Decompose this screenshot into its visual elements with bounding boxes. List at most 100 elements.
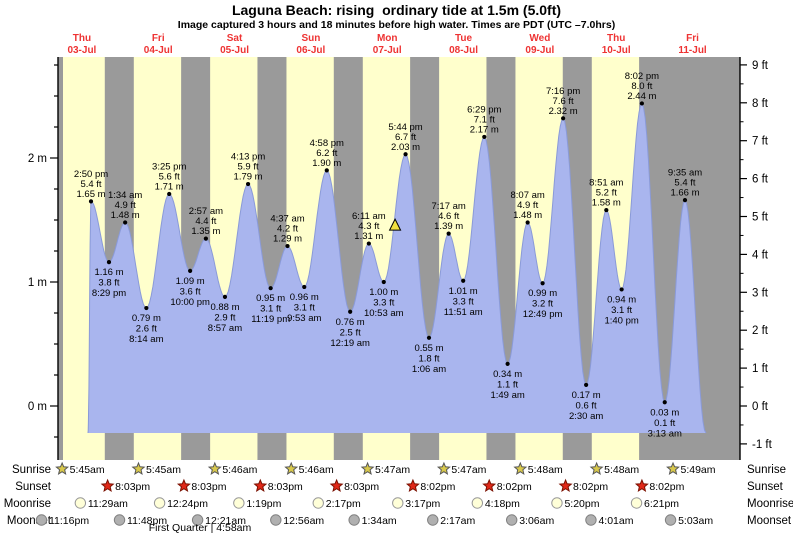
tide-extreme-dot: [144, 305, 149, 311]
tide-extreme-label: 2.03 m: [391, 142, 420, 153]
tide-extreme-label: 2.6 ft: [136, 324, 157, 335]
moonrise-time: 1:19pm: [246, 498, 281, 510]
tide-extreme-label: 0.1 ft: [654, 418, 675, 429]
sunrise-star-icon: [589, 461, 604, 475]
moonset-time: 3:06am: [519, 515, 554, 527]
sunrise-time: 5:47am: [451, 464, 486, 476]
tide-extreme-label: 12:49 pm: [523, 309, 563, 320]
moonset-icon: [427, 514, 439, 526]
day-date-label: 11-Jul: [678, 45, 707, 56]
day-date-label: 03-Jul: [67, 45, 96, 56]
tide-extreme-label: 9:35 am: [668, 168, 702, 179]
tide-extreme-label: 4:13 pm: [231, 152, 265, 163]
tide-extreme-dot: [324, 168, 329, 173]
tide-extreme-label: 0.34 m: [493, 369, 522, 380]
tide-extreme-label: 4:37 am: [270, 214, 304, 225]
moonset-icon: [664, 514, 677, 526]
tide-extreme-label: 1.79 m: [234, 172, 263, 183]
tide-extreme-label: 6.2 ft: [316, 148, 337, 159]
sunset-star-icon: [558, 478, 573, 492]
tide-extreme-label: 1.66 m: [670, 188, 699, 199]
sunrise-time: 5:46am: [299, 464, 334, 476]
tide-extreme-label: 5.6 ft: [159, 171, 180, 182]
left-axis-label: 0 m: [28, 401, 47, 413]
day-of-week-label: Fri: [686, 33, 699, 44]
moonrise-icon: [74, 497, 87, 509]
sunset-star-icon: [482, 478, 497, 492]
tide-extreme-dot: [505, 361, 510, 366]
tide-extreme-dot: [106, 260, 112, 265]
page-title: Laguna Beach: rising ordinary tide at 1.…: [231, 2, 562, 18]
sunrise-row-label-left: Sunrise: [12, 464, 51, 476]
tide-extreme-label: 4.3 ft: [358, 221, 379, 232]
moonrise-time: 4:18pm: [485, 498, 520, 510]
tide-extreme-label: 1.16 m: [94, 267, 123, 278]
tide-extreme-label: 10:53 am: [364, 308, 404, 319]
tide-extreme-label: 1:40 pm: [604, 315, 638, 326]
tide-extreme-dot: [222, 294, 228, 299]
current-tide-marker-icon: [388, 217, 402, 231]
sunrise-time: 5:45am: [146, 464, 181, 476]
moonset-row-label-right: Moonset: [747, 515, 792, 527]
tide-extreme-label: 1.1 ft: [497, 379, 518, 390]
moonset-time: 12:56am: [283, 515, 324, 527]
sunrise-star-icon: [131, 461, 146, 475]
sunrise-row-label-right: Sunrise: [747, 464, 786, 476]
tide-extreme-dot: [426, 335, 432, 340]
day-date-label: 08-Jul: [449, 45, 478, 56]
tide-extreme-label: 8:51 am: [589, 178, 623, 189]
sunset-star-icon: [634, 478, 649, 492]
tide-extreme-label: 0.79 m: [132, 313, 161, 324]
tide-extreme-label: 8.0 ft: [631, 81, 652, 92]
tide-extreme-label: 0.94 m: [607, 294, 636, 305]
tide-extreme-label: 1.65 m: [76, 189, 105, 200]
tide-extreme-dot: [682, 198, 688, 203]
moonrise-icon: [233, 497, 245, 509]
tide-extreme-dot: [662, 400, 667, 405]
sunrise-time: 5:48am: [604, 464, 639, 476]
moonset-icon: [348, 514, 360, 526]
sunset-star-icon: [253, 478, 268, 492]
tide-extreme-dot: [446, 231, 451, 236]
tide-extreme-label: 1.8 ft: [418, 353, 439, 364]
tide-extreme-label: 1.29 m: [273, 234, 302, 245]
tide-extreme-dot: [123, 220, 128, 225]
tide-extreme-label: 5.4 ft: [674, 178, 695, 189]
moonrise-time: 5:20pm: [564, 498, 599, 510]
moonset-icon: [505, 514, 518, 526]
tide-extreme-dot: [561, 116, 566, 121]
moonrise-icon: [551, 497, 563, 509]
tide-extreme-label: 0.88 m: [210, 302, 239, 313]
tide-extreme-label: 1.00 m: [369, 287, 398, 298]
tide-extreme-dot: [88, 199, 94, 204]
sunset-time: 8:02pm: [497, 481, 532, 493]
tide-extreme-label: 5.9 ft: [238, 162, 259, 173]
axes: 0 m 1 m 2 m -1 ft 0 ft 1 ft 2 ft 3 ft 4 ft 5 ft 6 …: [28, 57, 773, 460]
tide-extreme-label: 1.58 m: [592, 198, 621, 209]
moonset-icon: [270, 514, 282, 526]
right-axis-label: 6 ft: [752, 174, 769, 186]
moonrise-time: 12:24pm: [167, 498, 208, 510]
tide-extreme-label: 7:17 am: [432, 201, 466, 212]
tide-extreme-label: 3:25 pm: [152, 161, 186, 172]
tide-extreme-dot: [302, 284, 307, 290]
sunset-row-label-left: Sunset: [15, 481, 52, 493]
tide-extreme-label: 4.9 ft: [517, 200, 538, 211]
tide-extreme-label: 3.3 ft: [373, 298, 394, 309]
tide-extreme-dot: [639, 101, 644, 106]
tide-extreme-dot: [461, 278, 466, 283]
tide-extreme-label: 3.1 ft: [611, 305, 632, 316]
right-axis-label: 3 ft: [752, 287, 769, 299]
tide-extreme-label: 4.2 ft: [277, 224, 298, 235]
tide-extreme-label: 8:14 am: [129, 334, 163, 345]
sunset-time: 8:02pm: [649, 481, 684, 493]
night-band: [58, 57, 63, 460]
moonrise-icon: [471, 497, 484, 509]
tide-extreme-label: 11:51 am: [444, 307, 483, 318]
day-of-week-label: Tue: [455, 33, 472, 44]
right-axis-label: 8 ft: [752, 98, 769, 110]
tide-extreme-label: 3.8 ft: [98, 278, 119, 289]
tide-extreme-label: 1.48 m: [513, 210, 542, 221]
sunrise-time: 5:49am: [681, 464, 716, 476]
moonset-icon: [35, 514, 48, 526]
